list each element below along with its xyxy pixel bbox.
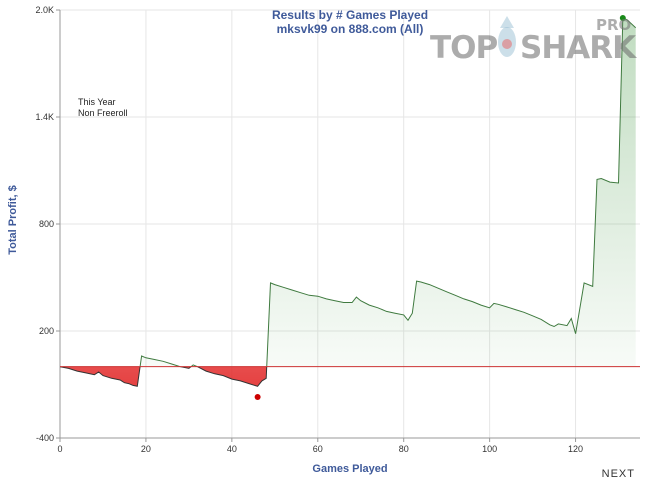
annotation-this-year: This Year [78, 97, 116, 107]
x-tick-label-3: 60 [313, 444, 323, 454]
y-axis-label: Total Profit, $ [7, 185, 19, 255]
x-axis-label: Games Played [312, 463, 388, 475]
chart-subtitle: mksvk99 on 888.com (All) [276, 22, 424, 36]
shark-mascot-icon [498, 16, 516, 57]
x-tick-label-2: 40 [227, 444, 237, 454]
negative-area [60, 366, 636, 387]
x-tick-label-6: 120 [568, 444, 583, 454]
x-tick-label-1: 20 [141, 444, 151, 454]
y-tick-label-4: 2.0K [35, 5, 54, 15]
y-tick-label-1: 200 [39, 326, 54, 336]
marker-point-0 [254, 393, 261, 400]
positive-area [140, 18, 636, 367]
logo-badge-pro: PRO [596, 16, 632, 34]
marker-point-1 [619, 15, 626, 22]
x-tick-label-4: 80 [399, 444, 409, 454]
x-tick-label-5: 100 [482, 444, 497, 454]
y-tick-label-0: -400 [36, 433, 54, 443]
y-tick-label-3: 1.4K [35, 112, 54, 122]
next-button[interactable]: NEXT [601, 468, 635, 480]
annotation-non-freeroll: Non Freeroll [78, 108, 128, 118]
chart-title: Results by # Games Played [271, 8, 429, 22]
logo-text-top: TOP [430, 30, 498, 66]
topshark-logo: TOP SHARK PRO [430, 14, 640, 66]
logo-text-shark: SHARK [520, 30, 636, 66]
series-line-positive [60, 17, 637, 367]
y-tick-label-2: 800 [39, 219, 54, 229]
x-tick-label-0: 0 [57, 444, 62, 454]
